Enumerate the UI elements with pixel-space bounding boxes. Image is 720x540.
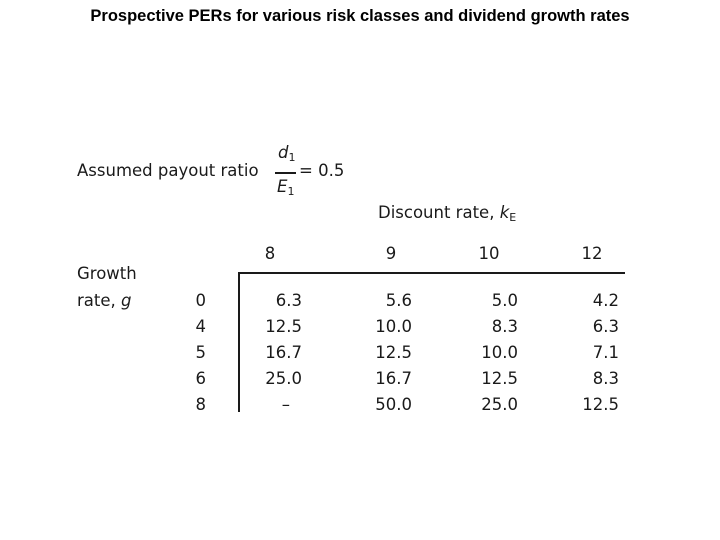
denominator-symbol: E xyxy=(277,177,288,196)
table-cell: 25.0 xyxy=(481,395,518,414)
payout-label: Assumed payout ratio xyxy=(77,161,259,180)
growth-value: 8 xyxy=(195,395,207,414)
column-header-2: 10 xyxy=(478,244,500,263)
growth-value: 5 xyxy=(195,343,207,362)
growth-value: 6 xyxy=(195,369,207,388)
table-cell: 50.0 xyxy=(375,395,412,414)
table-cell: 12.5 xyxy=(582,395,619,414)
table-cell: 12.5 xyxy=(481,369,518,388)
discount-rate-label: Discount rate, xyxy=(378,203,495,222)
column-header-3: 12 xyxy=(581,244,603,263)
table-cell: 8.3 xyxy=(491,317,518,336)
table-side-rule xyxy=(238,272,240,412)
table-cell: 7.1 xyxy=(592,343,619,362)
growth-header-label: rate, xyxy=(77,291,116,310)
numerator-subscript: 1 xyxy=(288,151,296,164)
table-cell: 16.7 xyxy=(375,369,412,388)
discount-rate-symbol: k xyxy=(499,203,510,222)
table-header-rule xyxy=(238,272,625,274)
growth-header-line2: rate, g xyxy=(77,291,132,310)
table-cell: 10.0 xyxy=(375,317,412,336)
table-cell: 5.0 xyxy=(491,291,518,310)
table-cell: 4.2 xyxy=(592,291,619,310)
table-cell: 10.0 xyxy=(481,343,518,362)
discount-rate-subscript: E xyxy=(509,211,517,224)
table-cell: 6.3 xyxy=(275,291,302,310)
denominator-subscript: 1 xyxy=(287,185,295,198)
discount-rate-header: Discount rate, kE xyxy=(378,203,516,224)
payout-numerator: d1 xyxy=(278,143,295,164)
table-cell: 6.3 xyxy=(592,317,619,336)
table-cell: 16.7 xyxy=(265,343,302,362)
table-cell: 5.6 xyxy=(385,291,412,310)
column-header-0: 8 xyxy=(264,244,276,263)
table-cell: 12.5 xyxy=(375,343,412,362)
table-cell: – xyxy=(281,395,290,414)
table-cell: 8.3 xyxy=(592,369,619,388)
slide-title: Prospective PERs for various risk classe… xyxy=(90,7,630,25)
column-header-1: 9 xyxy=(385,244,397,263)
growth-value: 0 xyxy=(195,291,207,310)
growth-header-line1: Growth xyxy=(77,264,137,283)
payout-value: = 0.5 xyxy=(299,161,345,180)
growth-value: 4 xyxy=(195,317,207,336)
payout-denominator: E1 xyxy=(277,177,294,198)
growth-header-symbol: g xyxy=(121,291,132,310)
table-cell: 25.0 xyxy=(265,369,302,388)
fraction-bar xyxy=(275,172,296,174)
numerator-symbol: d xyxy=(278,143,289,162)
table-cell: 12.5 xyxy=(265,317,302,336)
